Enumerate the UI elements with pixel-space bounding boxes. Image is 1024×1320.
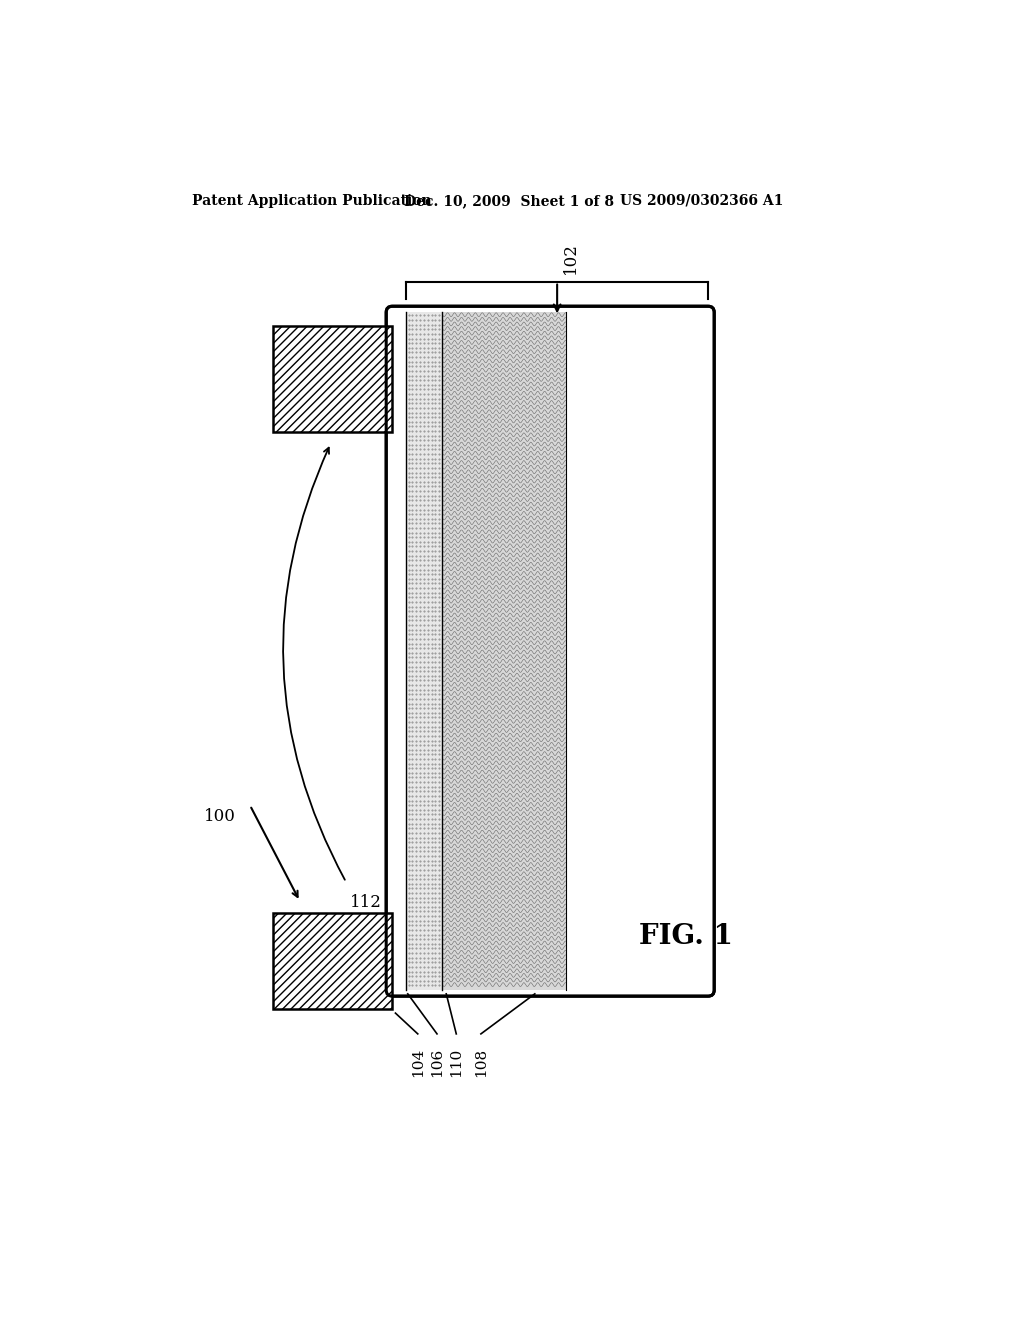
Bar <box>392 313 407 990</box>
Text: 110: 110 <box>450 1048 463 1077</box>
Text: 112: 112 <box>350 894 382 911</box>
Text: 104: 104 <box>411 1048 425 1077</box>
Text: 100: 100 <box>204 808 236 825</box>
Bar <box>273 326 392 432</box>
Bar <box>442 313 565 990</box>
Text: Dec. 10, 2009  Sheet 1 of 8: Dec. 10, 2009 Sheet 1 of 8 <box>403 194 614 207</box>
Text: 108: 108 <box>474 1048 487 1077</box>
Text: US 2009/0302366 A1: US 2009/0302366 A1 <box>620 194 783 207</box>
Bar <box>407 313 442 990</box>
FancyBboxPatch shape <box>386 306 714 997</box>
Text: 102: 102 <box>562 242 579 275</box>
Text: Patent Application Publication: Patent Application Publication <box>193 194 432 207</box>
Text: 106: 106 <box>430 1048 444 1077</box>
Bar <box>273 913 392 1010</box>
Text: FIG. 1: FIG. 1 <box>639 923 732 949</box>
